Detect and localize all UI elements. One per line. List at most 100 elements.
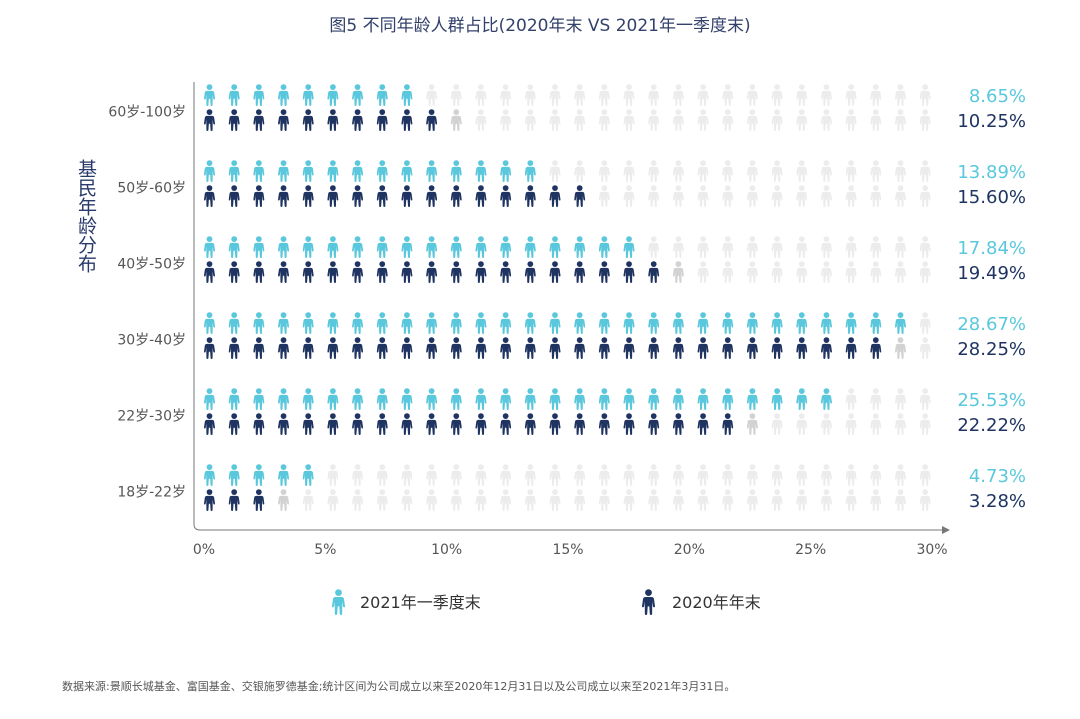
icon-filled-a — [623, 312, 635, 334]
value-labels: 8.65% 10.25% 13.89% 15.60% 17.84% 19.49% 28.67… — [957, 86, 1026, 512]
icon-filled-a — [401, 160, 413, 182]
icon-filled-b — [623, 413, 635, 435]
icon-filled-b — [746, 337, 758, 359]
icon-empty — [870, 109, 882, 131]
icon-filled-a — [623, 236, 635, 258]
icon-filled-b — [253, 261, 265, 283]
icon-filled-a — [376, 312, 388, 334]
value-label-b: 3.28% — [969, 491, 1026, 512]
icon-filled-b — [623, 261, 635, 283]
icon-filled-a — [722, 388, 734, 410]
icon-empty — [549, 84, 561, 106]
icon-empty — [919, 236, 931, 258]
icon-empty — [672, 464, 684, 486]
x-tick-label: 0% — [193, 542, 215, 558]
icon-empty — [845, 413, 857, 435]
icon-empty — [870, 464, 882, 486]
icon-filled-b — [524, 337, 536, 359]
icon-empty — [870, 388, 882, 410]
icon-filled-b — [574, 261, 586, 283]
icon-filled-b — [327, 337, 339, 359]
icon-empty — [919, 84, 931, 106]
icon-filled-a — [204, 160, 215, 182]
icon-empty — [697, 185, 709, 207]
icon-filled-a — [574, 388, 586, 410]
x-axis-arrow — [942, 526, 950, 534]
icon-filled-a — [204, 312, 215, 334]
icon-empty — [796, 464, 808, 486]
icon-filled-b — [352, 413, 364, 435]
icon-empty — [919, 337, 931, 359]
icon-filled-b — [574, 413, 586, 435]
icon-empty — [697, 236, 709, 258]
legend-label-2020: 2020年年末 — [672, 593, 761, 612]
icon-empty — [820, 160, 832, 182]
icon-empty — [623, 109, 635, 131]
icon-empty — [845, 464, 857, 486]
icon-filled-b — [204, 413, 215, 435]
value-label-b: 28.25% — [957, 339, 1026, 360]
icon-filled-a — [870, 312, 882, 334]
icon-filled-b — [204, 185, 215, 207]
icon-empty — [574, 464, 586, 486]
icon-filled-b — [648, 413, 660, 435]
icon-empty — [870, 185, 882, 207]
icon-filled-a — [376, 84, 388, 106]
icon-empty — [894, 413, 906, 435]
icon-filled-a — [549, 312, 561, 334]
icon-filled-a — [253, 388, 265, 410]
icon-filled-b — [549, 185, 561, 207]
icon-empty — [845, 489, 857, 511]
icon-filled-a — [697, 312, 709, 334]
icon-filled-a — [426, 160, 438, 182]
icon-filled-a — [302, 84, 314, 106]
icon-empty — [648, 109, 660, 131]
icon-empty — [746, 109, 758, 131]
icon-empty — [500, 84, 512, 106]
icon-empty — [771, 185, 783, 207]
icon-filled-b — [475, 261, 487, 283]
icon-empty — [919, 464, 931, 486]
icon-empty — [870, 236, 882, 258]
icon-empty — [870, 489, 882, 511]
icon-filled-a — [228, 312, 240, 334]
icon-filled-b — [376, 185, 388, 207]
icon-filled-b — [598, 413, 610, 435]
icon-filled-a — [253, 160, 265, 182]
icon-filled-a — [352, 236, 364, 258]
icon-empty — [746, 236, 758, 258]
icon-filled-b — [253, 185, 265, 207]
chart-title: 图5 不同年龄人群占比(2020年末 VS 2021年一季度末) — [329, 16, 750, 36]
icon-filled-b — [278, 413, 290, 435]
icon-empty — [352, 489, 364, 511]
value-label-b: 22.22% — [957, 415, 1026, 436]
icon-filled-b — [426, 185, 438, 207]
icon-empty — [302, 489, 314, 511]
icon-filled-b — [228, 337, 240, 359]
icon-filled-a — [450, 236, 462, 258]
icon-empty — [672, 236, 684, 258]
icon-filled-b — [352, 261, 364, 283]
icon-partial-b — [672, 261, 684, 283]
icon-empty — [894, 388, 906, 410]
icon-filled-a — [746, 312, 758, 334]
icon-filled-b — [450, 185, 462, 207]
icon-empty — [672, 489, 684, 511]
icon-empty — [549, 160, 561, 182]
icon-filled-b — [820, 337, 832, 359]
icon-filled-a — [796, 388, 808, 410]
icon-empty — [845, 261, 857, 283]
category-label: 40岁-50岁 — [117, 257, 186, 273]
icon-partial-b — [450, 109, 462, 131]
icon-empty — [475, 109, 487, 131]
icon-filled-a — [204, 464, 215, 486]
icon-filled-a — [302, 464, 314, 486]
icon-empty — [919, 261, 931, 283]
icon-filled-b — [253, 413, 265, 435]
icon-filled-b — [253, 109, 265, 131]
y-axis-label: 基民年龄分布 — [75, 159, 97, 273]
icon-filled-a — [771, 388, 783, 410]
value-label-b: 19.49% — [957, 263, 1026, 284]
icon-filled-b — [278, 109, 290, 131]
